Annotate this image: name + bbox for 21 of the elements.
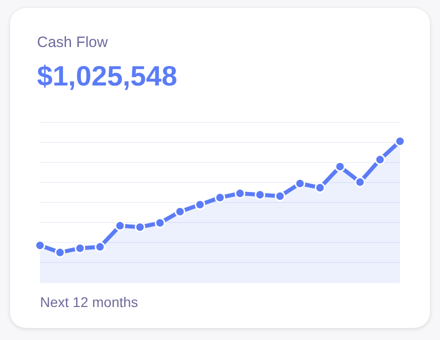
point: [254, 190, 266, 200]
point: [374, 154, 386, 165]
point: [234, 188, 246, 199]
point: [294, 178, 306, 189]
point: [194, 199, 206, 210]
point: [54, 247, 66, 258]
text: Next 12 months: [40, 294, 138, 310]
point: [154, 218, 166, 228]
point: [114, 220, 126, 231]
point: [354, 176, 366, 188]
point: [394, 136, 406, 147]
point: [134, 222, 146, 232]
point: [214, 192, 226, 203]
chart-subtitle: $1,025,548: [37, 60, 178, 92]
point: [334, 161, 346, 172]
point: [94, 242, 106, 252]
point: [274, 190, 286, 202]
point: [34, 240, 46, 251]
point: [314, 182, 326, 193]
point: [174, 206, 186, 217]
chart-title: Cash Flow: [37, 34, 108, 51]
